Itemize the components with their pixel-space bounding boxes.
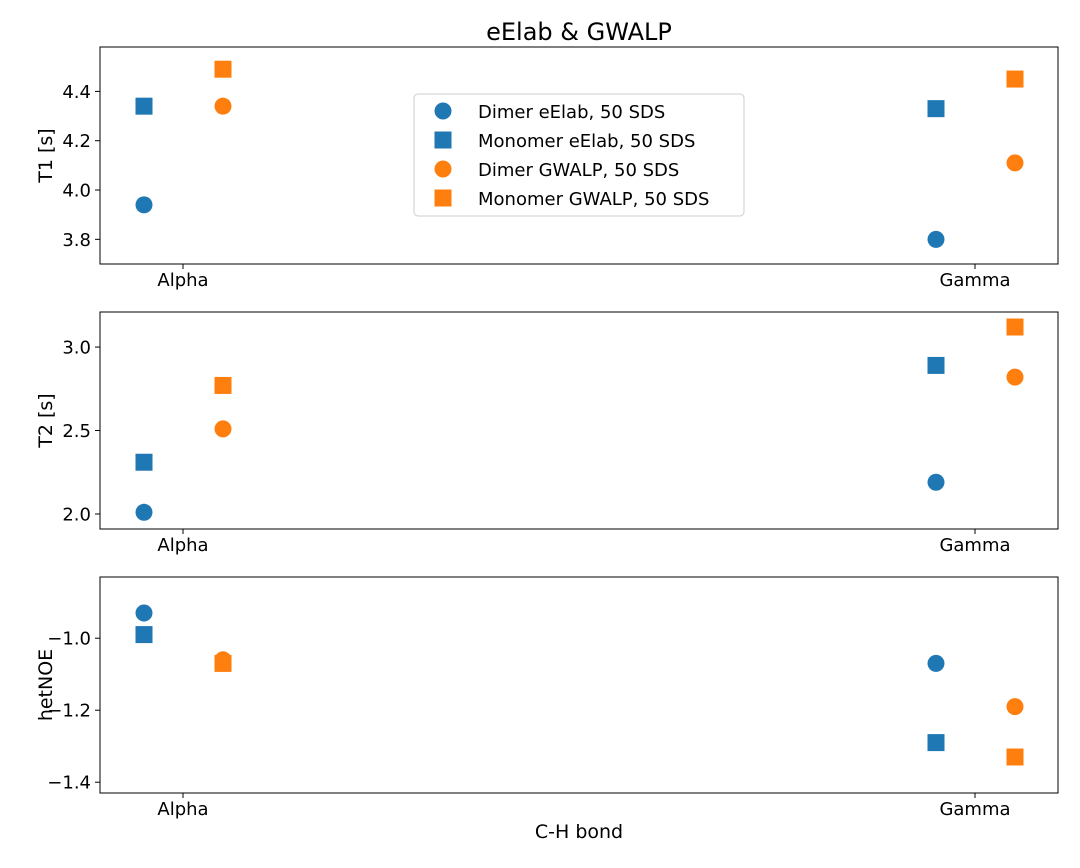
data-point xyxy=(1006,154,1024,172)
y-tick-label: 2.0 xyxy=(62,504,91,525)
y-tick-label: 3.8 xyxy=(62,230,91,251)
data-point xyxy=(214,97,232,115)
y-tick-label: −1.2 xyxy=(47,701,91,722)
data-point xyxy=(135,503,153,521)
legend-label: Monomer eElab, 50 SDS xyxy=(478,131,695,152)
x-tick-label: Gamma xyxy=(939,799,1010,820)
data-point xyxy=(927,734,945,752)
x-tick-label: Alpha xyxy=(157,270,208,291)
plot-frame xyxy=(99,311,1059,530)
y-tick-label: 4.0 xyxy=(62,181,91,202)
data-point xyxy=(927,473,945,491)
plot-frame xyxy=(99,46,1059,265)
legend-label: Monomer GWALP, 50 SDS xyxy=(478,189,709,210)
y-tick-label: 2.5 xyxy=(62,421,91,442)
legend-marker xyxy=(434,189,452,207)
legend-marker xyxy=(434,102,452,120)
data-point xyxy=(1006,748,1024,766)
data-point xyxy=(135,196,153,214)
data-point xyxy=(135,604,153,622)
x-tick-label: Alpha xyxy=(157,799,208,820)
y-tick-label: 4.4 xyxy=(62,82,91,103)
legend-marker xyxy=(434,160,452,178)
data-point xyxy=(927,230,945,248)
data-point xyxy=(1006,698,1024,716)
data-point xyxy=(1006,70,1024,88)
x-axis-label: C-H bond xyxy=(535,821,623,843)
legend-label: Dimer eElab, 50 SDS xyxy=(478,102,665,123)
panel-1: 3.8 4.0 4.2 4.4 T1 [s] Alpha Gamma xyxy=(35,46,1059,291)
data-point xyxy=(214,420,232,438)
data-point xyxy=(214,654,232,672)
x-tick-label: Gamma xyxy=(939,535,1010,556)
y-tick-label: −1.0 xyxy=(47,629,91,650)
y-axis-label: T1 [s] xyxy=(35,128,57,183)
legend-label: Dimer GWALP, 50 SDS xyxy=(478,160,679,181)
legend-marker xyxy=(434,131,452,149)
data-point xyxy=(1006,368,1024,386)
figure-title: eElab & GWALP xyxy=(486,18,672,46)
y-tick-label: −1.4 xyxy=(47,773,91,794)
x-tick-label: Gamma xyxy=(939,270,1010,291)
y-tick-label: 3.0 xyxy=(62,338,91,359)
data-point xyxy=(135,97,153,115)
data-point xyxy=(927,356,945,374)
plot-frame xyxy=(99,576,1059,794)
data-point xyxy=(135,453,153,471)
y-axis-label: hetNOE xyxy=(35,649,57,721)
data-point xyxy=(927,654,945,672)
data-point xyxy=(214,60,232,78)
data-point xyxy=(927,100,945,118)
panels: 3.8 4.0 4.2 4.4 T1 [s] Alpha Gamma 2.0 2.5 3.0 T2 … xyxy=(35,46,1059,820)
y-tick-label: 4.2 xyxy=(62,131,91,152)
panel-2: 2.0 2.5 3.0 T2 [s] Alpha Gamma xyxy=(35,311,1059,556)
data-point xyxy=(1006,318,1024,336)
x-tick-label: Alpha xyxy=(157,535,208,556)
y-axis-label: T2 [s] xyxy=(35,393,57,448)
legend: Dimer eElab, 50 SDS Monomer eElab, 50 SDS… xyxy=(413,93,745,217)
data-point xyxy=(214,376,232,394)
legend-box xyxy=(413,93,745,217)
data-point xyxy=(135,626,153,644)
